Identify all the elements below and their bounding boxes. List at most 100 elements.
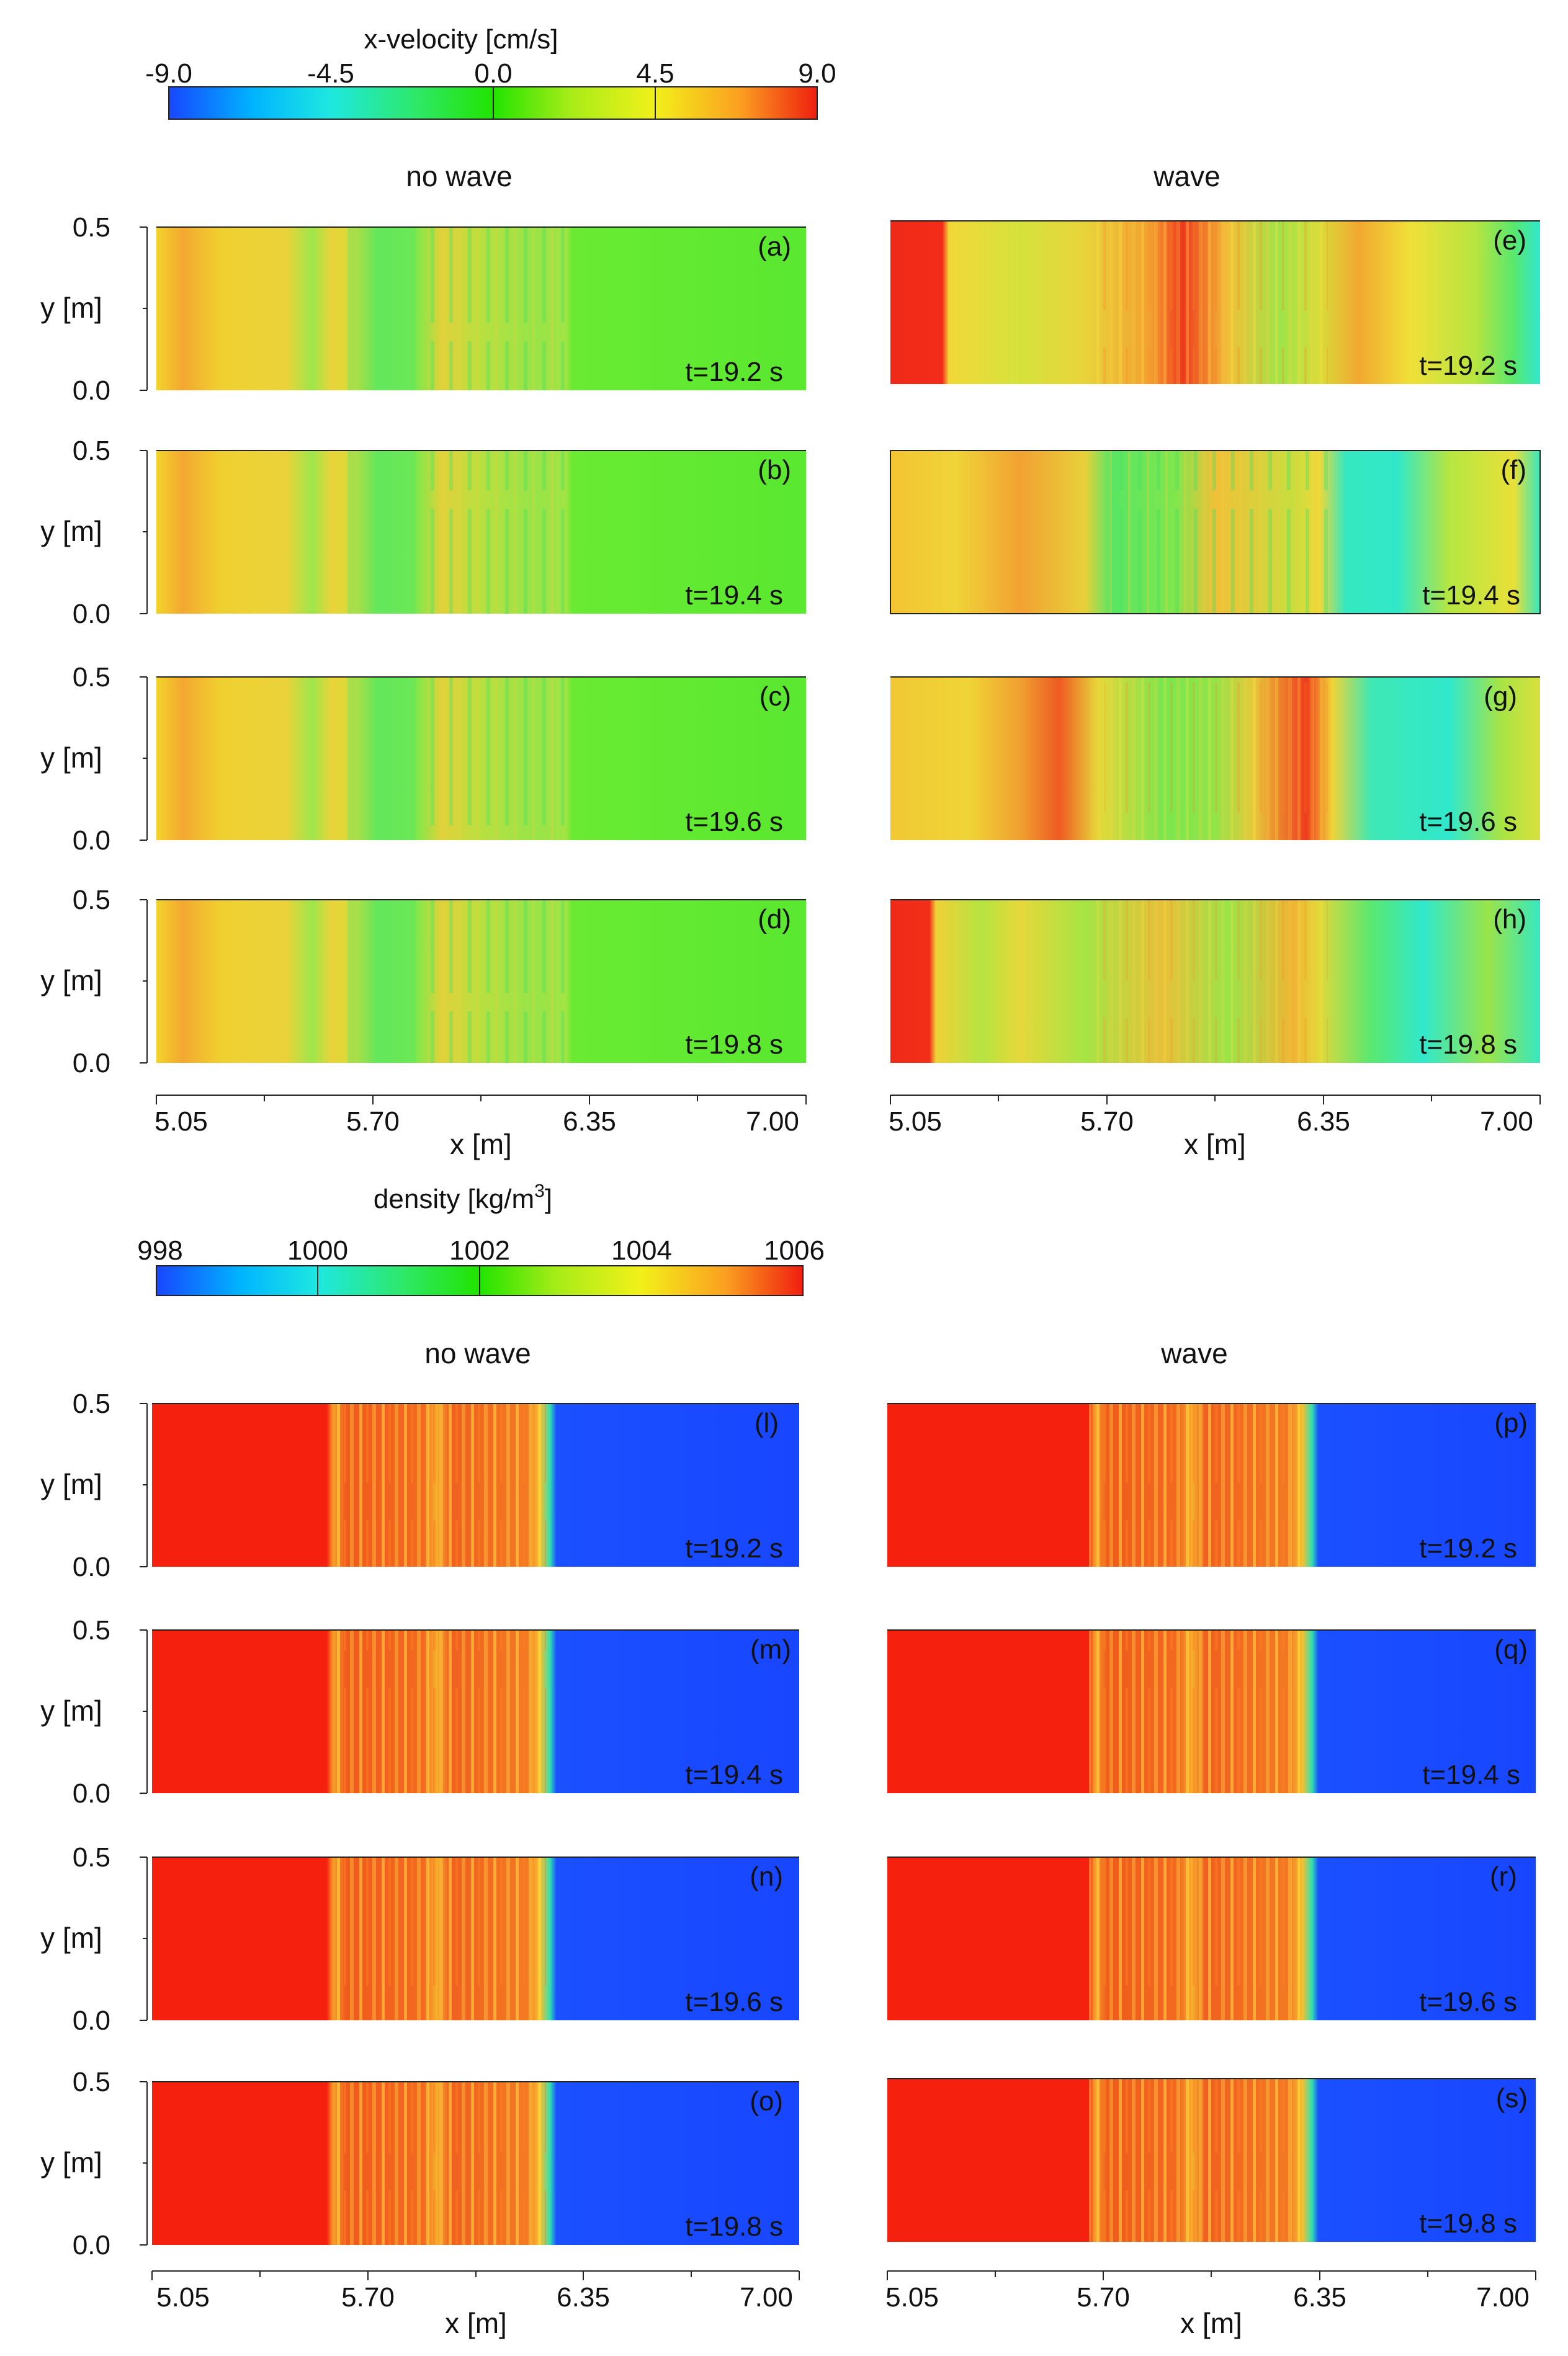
panel-time: t=19.8 s	[1419, 2208, 1517, 2239]
y-axis-title: y [m]	[40, 2146, 102, 2179]
x-tick-label: 5.70	[1077, 2282, 1130, 2313]
x-axes	[151, 1095, 1541, 2280]
x-tick-label: 6.35	[557, 2282, 610, 2313]
y-tick-label: 0.0	[73, 2005, 110, 2036]
velocity-panel-g: (g) t=19.6 s	[890, 676, 1540, 840]
y-tick-label: 0.5	[73, 212, 110, 243]
density-panel-n: (n) t=19.6 s	[152, 1857, 799, 2020]
velocity-panel-e: (e) t=19.2 s	[890, 220, 1540, 384]
y-tick-label: 0.0	[73, 2230, 110, 2260]
velocity-column-title-wave: wave	[1153, 160, 1220, 192]
density-panel-r: (r) t=19.6 s	[887, 1857, 1536, 2020]
density-panel-o: (o) t=19.8 s	[152, 2081, 799, 2245]
x-tick-label: 7.00	[1476, 2282, 1530, 2313]
panel-label: (d)	[758, 904, 791, 934]
panel-time: t=19.2 s	[685, 357, 783, 387]
x-tick-label: 5.05	[885, 2282, 939, 2313]
panel-time: t=19.4 s	[1422, 1760, 1520, 1790]
panel-label: (o)	[750, 2086, 783, 2116]
x-tick-label: 7.00	[746, 1106, 799, 1137]
x-axis-labels: 5.05 5.70 6.35 7.00 x [m] 5.05 5.70 6.35…	[155, 1106, 1533, 2339]
x-axis-title: x [m]	[445, 2307, 507, 2339]
y-tick-label: 0.5	[73, 436, 110, 466]
x-tick-label: 5.05	[889, 1106, 942, 1137]
panel-time: t=19.2 s	[1419, 351, 1517, 381]
density-colorbar-title: density [kg/m3]	[374, 1181, 552, 1214]
panel-label: (s)	[1496, 2083, 1528, 2113]
density-tick-label: 998	[137, 1235, 182, 1266]
velocity-tick-label: 0.0	[474, 58, 512, 89]
density-column-title-wave: wave	[1160, 1337, 1227, 1369]
panel-label: (a)	[758, 231, 791, 262]
y-axis-title: y [m]	[40, 515, 102, 547]
y-axes	[140, 226, 148, 2246]
panel-label: (c)	[759, 681, 791, 712]
density-tick-label: 1006	[764, 1235, 825, 1266]
y-axis-title: y [m]	[40, 964, 102, 997]
x-tick-label: 5.70	[341, 2282, 395, 2313]
density-tick-label: 1002	[449, 1235, 510, 1266]
panel-label: (p)	[1494, 1408, 1528, 1438]
y-tick-label: 0.0	[73, 825, 110, 856]
y-axis-title: y [m]	[40, 1695, 102, 1727]
x-tick-label: 6.35	[563, 1106, 616, 1137]
velocity-panel-f: (f) t=19.4 s	[890, 450, 1541, 614]
x-axis-title: x [m]	[450, 1128, 512, 1160]
y-tick-label: 0.5	[73, 885, 110, 915]
panel-time: t=19.6 s	[1419, 807, 1517, 837]
panel-label: (n)	[750, 1861, 783, 1892]
y-tick-label: 0.5	[73, 1615, 110, 1646]
panel-label: (e)	[1493, 225, 1526, 256]
panel-label: (f)	[1500, 455, 1526, 485]
y-axis-title: y [m]	[40, 292, 102, 324]
density-panel-l: (l) t=19.2 s	[152, 1403, 799, 1567]
density-tick-label: 1000	[287, 1235, 348, 1266]
panel-label: (q)	[1494, 1634, 1528, 1665]
panel-label: (m)	[750, 1634, 791, 1665]
panel-time: t=19.2 s	[1419, 1533, 1517, 1564]
velocity-colorbar-title: x-velocity [cm/s]	[364, 24, 558, 55]
panel-time: t=19.8 s	[1419, 1029, 1517, 1060]
y-axis-title: y [m]	[40, 1468, 102, 1500]
y-tick-label: 0.0	[73, 1048, 110, 1078]
panel-time: t=19.6 s	[685, 1987, 783, 2017]
panel-time: t=19.4 s	[685, 1760, 783, 1790]
velocity-tick-label: 9.0	[798, 58, 836, 89]
velocity-column-title-no-wave: no wave	[406, 160, 512, 192]
velocity-panel-a: (a) t=19.2 s	[156, 226, 806, 390]
y-tick-label: 0.5	[73, 662, 110, 692]
density-panel-s: (s) t=19.8 s	[887, 2078, 1536, 2242]
panel-time: t=19.8 s	[685, 1029, 783, 1060]
x-tick-label: 5.70	[1080, 1106, 1134, 1137]
velocity-tick-label: -4.5	[307, 58, 354, 89]
y-tick-label: 0.5	[73, 2067, 110, 2097]
x-tick-label: 7.00	[1480, 1106, 1533, 1137]
x-tick-label: 5.05	[155, 1106, 208, 1137]
panel-label: (r)	[1490, 1861, 1517, 1892]
y-tick-label: 0.0	[73, 1552, 110, 1582]
x-tick-label: 5.70	[346, 1106, 400, 1137]
x-tick-label: 6.35	[1293, 2282, 1346, 2313]
density-panel-m: (m) t=19.4 s	[152, 1629, 799, 1793]
x-tick-label: 7.00	[740, 2282, 793, 2313]
panel-time: t=19.4 s	[685, 580, 783, 611]
panel-time: t=19.6 s	[1419, 1987, 1517, 2017]
panel-label: (l)	[755, 1408, 779, 1438]
density-panel-p: (p) t=19.2 s	[887, 1403, 1536, 1567]
velocity-panel-c: (c) t=19.6 s	[156, 676, 806, 840]
x-tick-label: 6.35	[1297, 1106, 1350, 1137]
panel-label: (b)	[758, 455, 791, 485]
x-tick-label: 5.05	[156, 2282, 210, 2313]
velocity-tick-label: 4.5	[636, 58, 674, 89]
velocity-panel-b: (b) t=19.4 s	[156, 450, 806, 614]
y-axis-title: y [m]	[40, 1922, 102, 1954]
velocity-panel-h: (h) t=19.8 s	[890, 899, 1540, 1063]
y-axis-title: y [m]	[40, 741, 102, 774]
velocity-tick-label: -9.0	[145, 58, 192, 89]
panel-time: t=19.8 s	[685, 2211, 783, 2242]
panel-time: t=19.6 s	[685, 807, 783, 837]
y-tick-label: 0.5	[73, 1389, 110, 1419]
panel-time: t=19.4 s	[1422, 580, 1520, 611]
x-axis-title: x [m]	[1184, 1128, 1246, 1160]
